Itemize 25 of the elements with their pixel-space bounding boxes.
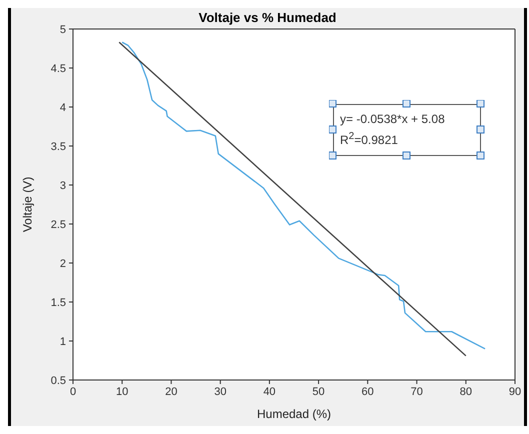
y-tick-label: 0.5	[50, 374, 66, 387]
y-tick-label: 1	[60, 336, 66, 348]
annotation: R$^{2}$=0.9821	[340, 130, 399, 149]
chart-title: Voltaje vs % Humedad	[198, 10, 338, 25]
y-tick-label: 4	[60, 102, 66, 114]
x-tick-label: 40	[263, 386, 276, 398]
x-tick-label: 60	[362, 386, 374, 398]
y-tick-label: 2.5	[50, 218, 66, 231]
x-tick-label: 80	[460, 386, 472, 398]
y-tick-label: 2	[60, 258, 66, 270]
x-tick-label: 0	[70, 386, 76, 398]
y-tick-label: 3	[60, 180, 66, 192]
x-tick-label: 20	[165, 386, 178, 398]
y-tick-label: 5	[60, 24, 66, 36]
annotation: y= -0.0538*x + 5.08	[340, 111, 446, 128]
x-tick-label: 50	[312, 386, 325, 398]
x-axis-title: Humedad (%)	[256, 407, 332, 421]
x-tick-label: 70	[410, 386, 423, 398]
x-tick-label: 30	[214, 386, 226, 398]
y-tick-label: 4.5	[50, 62, 66, 75]
x-tick-label: 10	[116, 386, 128, 398]
y-tick-label: 1.5	[50, 296, 66, 309]
y-tick-label: 3.5	[50, 140, 66, 153]
y-axis-title: Voltaje (V)	[20, 176, 34, 232]
x-tick-label: 90	[508, 386, 522, 398]
